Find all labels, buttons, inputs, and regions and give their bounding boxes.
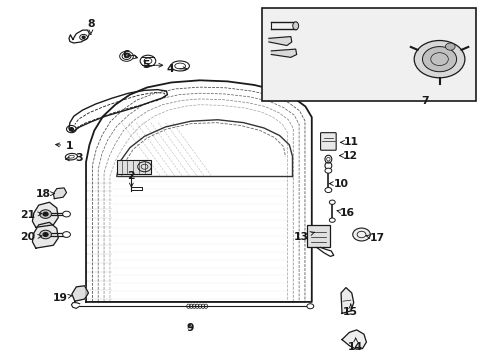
- Circle shape: [62, 211, 70, 217]
- Circle shape: [329, 218, 334, 222]
- Polygon shape: [53, 188, 66, 199]
- Text: 12: 12: [339, 150, 358, 161]
- Text: 2: 2: [127, 171, 135, 187]
- FancyBboxPatch shape: [320, 133, 335, 150]
- Circle shape: [306, 304, 313, 309]
- Text: 10: 10: [329, 179, 348, 189]
- Circle shape: [82, 36, 85, 39]
- Bar: [306, 225, 330, 247]
- Circle shape: [69, 128, 73, 131]
- Polygon shape: [32, 222, 58, 248]
- Text: 7: 7: [420, 96, 428, 106]
- Text: 16: 16: [336, 208, 355, 218]
- Text: 3: 3: [65, 153, 82, 163]
- Circle shape: [413, 41, 464, 78]
- Circle shape: [445, 43, 454, 50]
- Circle shape: [352, 228, 369, 241]
- Circle shape: [329, 200, 334, 204]
- Text: 11: 11: [340, 138, 359, 147]
- Circle shape: [325, 168, 331, 173]
- Circle shape: [422, 46, 456, 72]
- Circle shape: [62, 231, 70, 237]
- Text: 4: 4: [166, 64, 187, 74]
- Text: 17: 17: [366, 233, 384, 243]
- Polygon shape: [271, 49, 296, 57]
- Circle shape: [325, 188, 331, 193]
- Text: 13: 13: [293, 232, 314, 242]
- Text: 21: 21: [20, 210, 41, 220]
- Text: 5: 5: [142, 60, 163, 70]
- Polygon shape: [340, 288, 353, 314]
- Bar: [261, 8, 475, 101]
- Text: 6: 6: [122, 50, 137, 60]
- Text: 14: 14: [347, 338, 363, 352]
- Text: 9: 9: [186, 323, 193, 333]
- Ellipse shape: [292, 22, 298, 30]
- Polygon shape: [32, 202, 58, 227]
- Polygon shape: [268, 37, 291, 45]
- Circle shape: [43, 233, 48, 236]
- Circle shape: [40, 230, 51, 239]
- Bar: [117, 160, 151, 174]
- Polygon shape: [341, 330, 366, 349]
- Text: 19: 19: [53, 293, 72, 303]
- Text: 1: 1: [56, 141, 74, 151]
- Text: 18: 18: [36, 189, 54, 199]
- Text: 15: 15: [343, 304, 358, 317]
- Text: 20: 20: [20, 232, 41, 242]
- Circle shape: [43, 212, 48, 216]
- Circle shape: [40, 210, 51, 219]
- Polygon shape: [72, 286, 88, 301]
- Text: 8: 8: [87, 19, 95, 35]
